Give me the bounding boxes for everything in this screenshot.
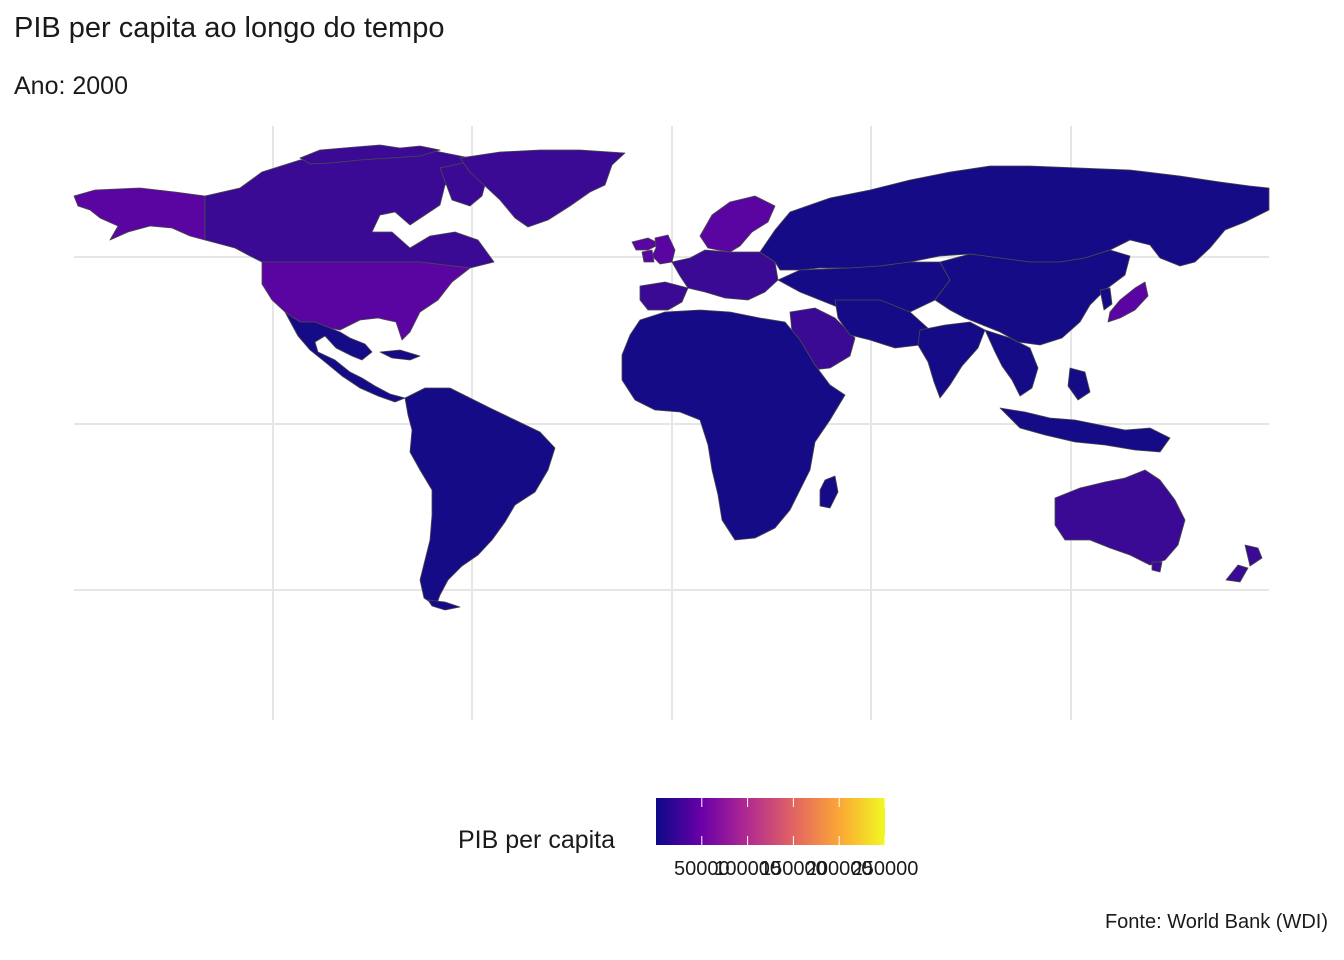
country-madagascar [819,475,839,509]
legend-colorbar [656,798,885,845]
country-western-europe [671,249,779,301]
country-iceland [631,237,661,251]
country-indonesia [999,407,1171,453]
country-greenland [459,149,626,228]
country-usa [261,261,471,341]
country-new-zealand-south [1225,564,1249,583]
country-uk [651,234,676,265]
country-canada-islands [299,144,441,165]
country-china [934,249,1131,346]
country-korea [1099,287,1113,311]
legend-tick-label: 50000 [673,858,730,880]
country-iberia [639,281,689,311]
country-russia [759,165,1270,271]
country-cuba [379,349,421,361]
country-philippines [1067,367,1091,401]
country-scandinavia [699,195,776,253]
country-alaska [73,187,206,241]
country-south-america [404,387,556,607]
legend-title: PIB per capita [458,826,616,854]
country-tierra-del-fuego [427,599,461,611]
countries [73,144,1270,611]
country-southeast-asia [984,329,1039,397]
country-new-zealand [1244,544,1263,567]
legend-tick-label: 250000 [851,858,919,880]
source-caption: Fonte: World Bank (WDI) [1104,911,1328,933]
legend [656,798,885,845]
country-australia [1054,469,1186,566]
country-japan [1107,281,1149,323]
legend-tick-label: 100000 [714,858,781,880]
chart-subtitle: Ano: 2000 [14,72,128,100]
country-india [917,321,986,399]
chart-title: PIB per capita ao longo do tempo [14,12,445,44]
country-africa [621,309,846,541]
country-mexico [284,311,406,403]
country-ireland [641,249,655,263]
legend-tick-label: 150000 [760,858,827,880]
legend-tick-label: 200000 [805,858,873,880]
country-iran-region [834,299,931,349]
country-tasmania [1151,561,1163,573]
